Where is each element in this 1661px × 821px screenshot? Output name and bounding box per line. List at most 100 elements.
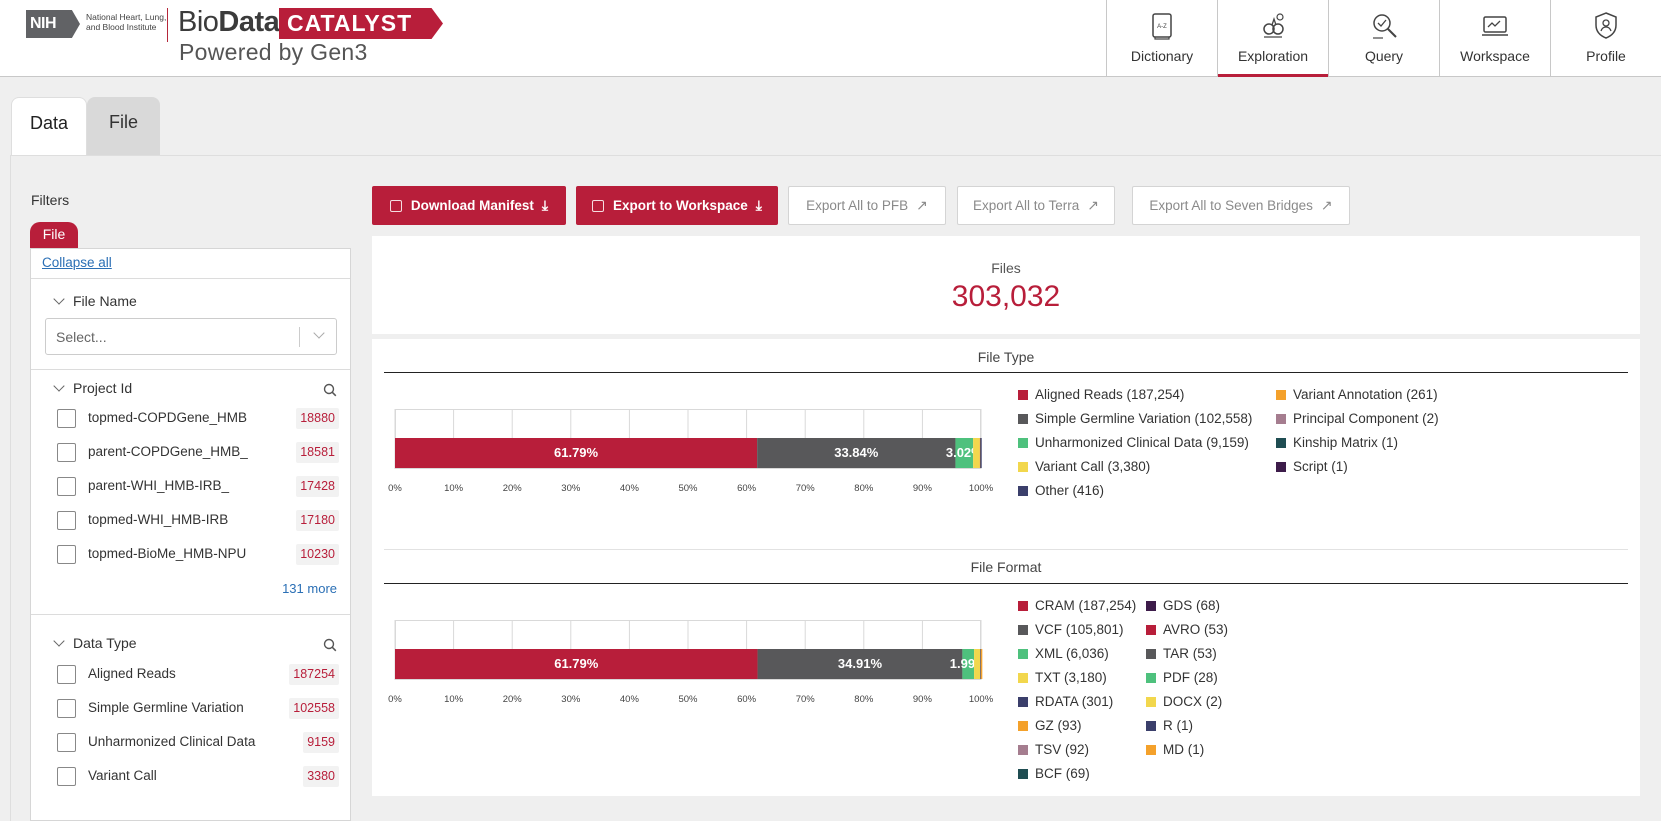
query-icon — [1373, 14, 1397, 39]
filter-option[interactable]: Simple Germline Variation 102558 — [57, 697, 339, 721]
x-tick-label: 40% — [620, 694, 640, 705]
tab-file[interactable]: File — [87, 97, 160, 155]
legend-swatch — [1018, 672, 1028, 683]
x-tick-label: 100% — [969, 694, 994, 705]
bar-segment[interactable] — [974, 649, 981, 679]
filter-tab-file[interactable]: File — [30, 222, 78, 248]
legend-swatch — [1018, 744, 1028, 755]
checkbox[interactable] — [57, 511, 76, 530]
file-name-select[interactable]: Select... — [45, 318, 337, 355]
bar-segment[interactable] — [395, 438, 758, 468]
export-terra-button[interactable]: Export All to Terra ↗ — [957, 186, 1115, 225]
legend-item: Script (1) — [1276, 459, 1348, 474]
filter-option-count: 17180 — [296, 510, 339, 531]
bar-segment[interactable] — [962, 649, 975, 679]
export-seven-bridges-label: Export All to Seven Bridges — [1149, 198, 1313, 213]
nav-exploration[interactable]: Exploration — [1217, 0, 1328, 77]
legend-label: Kinship Matrix (1) — [1293, 435, 1399, 450]
filter-option-label: Aligned Reads — [88, 666, 176, 681]
collapse-all-link[interactable]: Collapse all — [42, 255, 112, 270]
legend-item: Variant Call (3,380) — [1018, 459, 1150, 474]
chevron-down-icon — [53, 380, 65, 392]
x-tick-label: 100% — [969, 483, 994, 494]
chevron-down-icon — [53, 635, 65, 647]
bar-segment[interactable] — [973, 438, 980, 468]
filter-option[interactable]: parent-WHI_HMB-IRB_ 17428 — [57, 475, 339, 499]
x-tick-label: 90% — [913, 694, 933, 705]
legend-swatch — [1018, 648, 1028, 659]
filter-option[interactable]: parent-COPDGene_HMB_ 18581 — [57, 441, 339, 465]
app-header: NIH National Heart, Lung, and Blood Inst… — [0, 0, 1661, 77]
bar-segment[interactable] — [955, 438, 974, 468]
export-seven-bridges-button[interactable]: Export All to Seven Bridges ↗ — [1132, 186, 1350, 225]
x-tick-label: 10% — [444, 483, 464, 494]
files-count-value: 303,032 — [951, 280, 1061, 313]
checkbox[interactable] — [57, 545, 76, 564]
bar-segment[interactable] — [757, 649, 963, 679]
nav-dictionary[interactable]: A-Z Dictionary — [1106, 0, 1217, 77]
checkbox[interactable] — [57, 409, 76, 428]
nav-workspace[interactable]: Workspace — [1439, 0, 1550, 77]
legend-item: VCF (105,801) — [1018, 622, 1124, 637]
checkbox[interactable] — [57, 733, 76, 752]
search-icon[interactable] — [323, 638, 337, 652]
select-divider — [299, 327, 300, 347]
legend-swatch — [1276, 389, 1286, 400]
nav-profile[interactable]: Profile — [1550, 0, 1661, 77]
bar-segment[interactable] — [395, 649, 758, 679]
bar-segment-label: 33.84% — [834, 445, 879, 460]
legend-item: TAR (53) — [1146, 646, 1217, 661]
filter-group-project-id[interactable]: Project Id — [53, 380, 132, 396]
filter-option[interactable]: topmed-COPDGene_HMB 18880 — [57, 407, 339, 431]
checkbox[interactable] — [57, 477, 76, 496]
search-icon[interactable] — [323, 383, 337, 397]
checkbox[interactable] — [57, 443, 76, 462]
export-pfb-button[interactable]: Export All to PFB ↗ — [788, 186, 946, 225]
export-to-workspace-button[interactable]: Export to Workspace ⤓ — [576, 186, 778, 225]
nav-query[interactable]: Query — [1328, 0, 1439, 77]
chevron-down-icon — [53, 293, 65, 305]
divider — [31, 614, 350, 615]
nih-institute-name: National Heart, Lung, and Blood Institut… — [86, 12, 167, 32]
filter-option[interactable]: topmed-BioMe_HMB-NPU 10230 — [57, 543, 339, 567]
legend-swatch — [1146, 696, 1156, 707]
tab-data[interactable]: Data — [11, 97, 87, 155]
export-pfb-label: Export All to PFB — [806, 198, 909, 213]
filter-option-label: parent-WHI_HMB-IRB_ — [88, 478, 230, 493]
legend-swatch — [1146, 672, 1156, 683]
x-tick-label: 80% — [854, 483, 874, 494]
bar-segment[interactable] — [980, 438, 982, 468]
legend-item: MD (1) — [1146, 742, 1204, 757]
filter-option-count: 9159 — [303, 732, 339, 753]
filter-option[interactable]: Variant Call 3380 — [57, 765, 339, 789]
legend-item: GZ (93) — [1018, 718, 1082, 733]
legend-label: R (1) — [1163, 718, 1193, 733]
external-link-icon: ↗ — [1087, 197, 1100, 213]
bar-segment[interactable] — [757, 438, 956, 468]
legend-item: CRAM (187,254) — [1018, 598, 1136, 613]
chart-svg: 0% 10% 20% 30% 40% 50% 60% 70% 80% 90% 100% 61.79% 3… — [388, 409, 994, 494]
filter-option-count: 187254 — [289, 664, 339, 685]
biodata-catalyst-logo[interactable]: NIH National Heart, Lung, and Blood Inst… — [26, 6, 456, 68]
filter-option[interactable]: Unharmonized Clinical Data 9159 — [57, 731, 339, 755]
filter-option-label: topmed-BioMe_HMB-NPU — [88, 546, 247, 561]
legend-item: PDF (28) — [1146, 670, 1218, 685]
exploration-icon — [1263, 13, 1284, 38]
checkbox[interactable] — [57, 665, 76, 684]
checkbox[interactable] — [57, 767, 76, 786]
bar-segment[interactable] — [980, 649, 983, 679]
external-link-icon: ↗ — [916, 197, 928, 213]
show-more-link[interactable]: 131 more — [282, 581, 337, 596]
x-tick-label: 10% — [444, 694, 464, 705]
checkbox[interactable] — [57, 699, 76, 718]
filter-option[interactable]: Aligned Reads 187254 — [57, 663, 339, 687]
chart-title: File Type — [977, 349, 1035, 365]
file-type-chart: 0% 10% 20% 30% 40% 50% 60% 70% 80% 90% 100% 61.79% 3… — [388, 409, 994, 494]
legend-swatch — [1018, 696, 1028, 707]
legend-label: Principal Component (2) — [1293, 411, 1439, 426]
filter-group-data-type[interactable]: Data Type — [53, 635, 137, 651]
brand-catalyst: CATALYST — [279, 8, 443, 39]
filter-group-file-name[interactable]: File Name — [53, 293, 137, 309]
download-manifest-button[interactable]: Download Manifest ⤓ — [372, 186, 566, 225]
filter-option[interactable]: topmed-WHI_HMB-IRB 17180 — [57, 509, 339, 533]
